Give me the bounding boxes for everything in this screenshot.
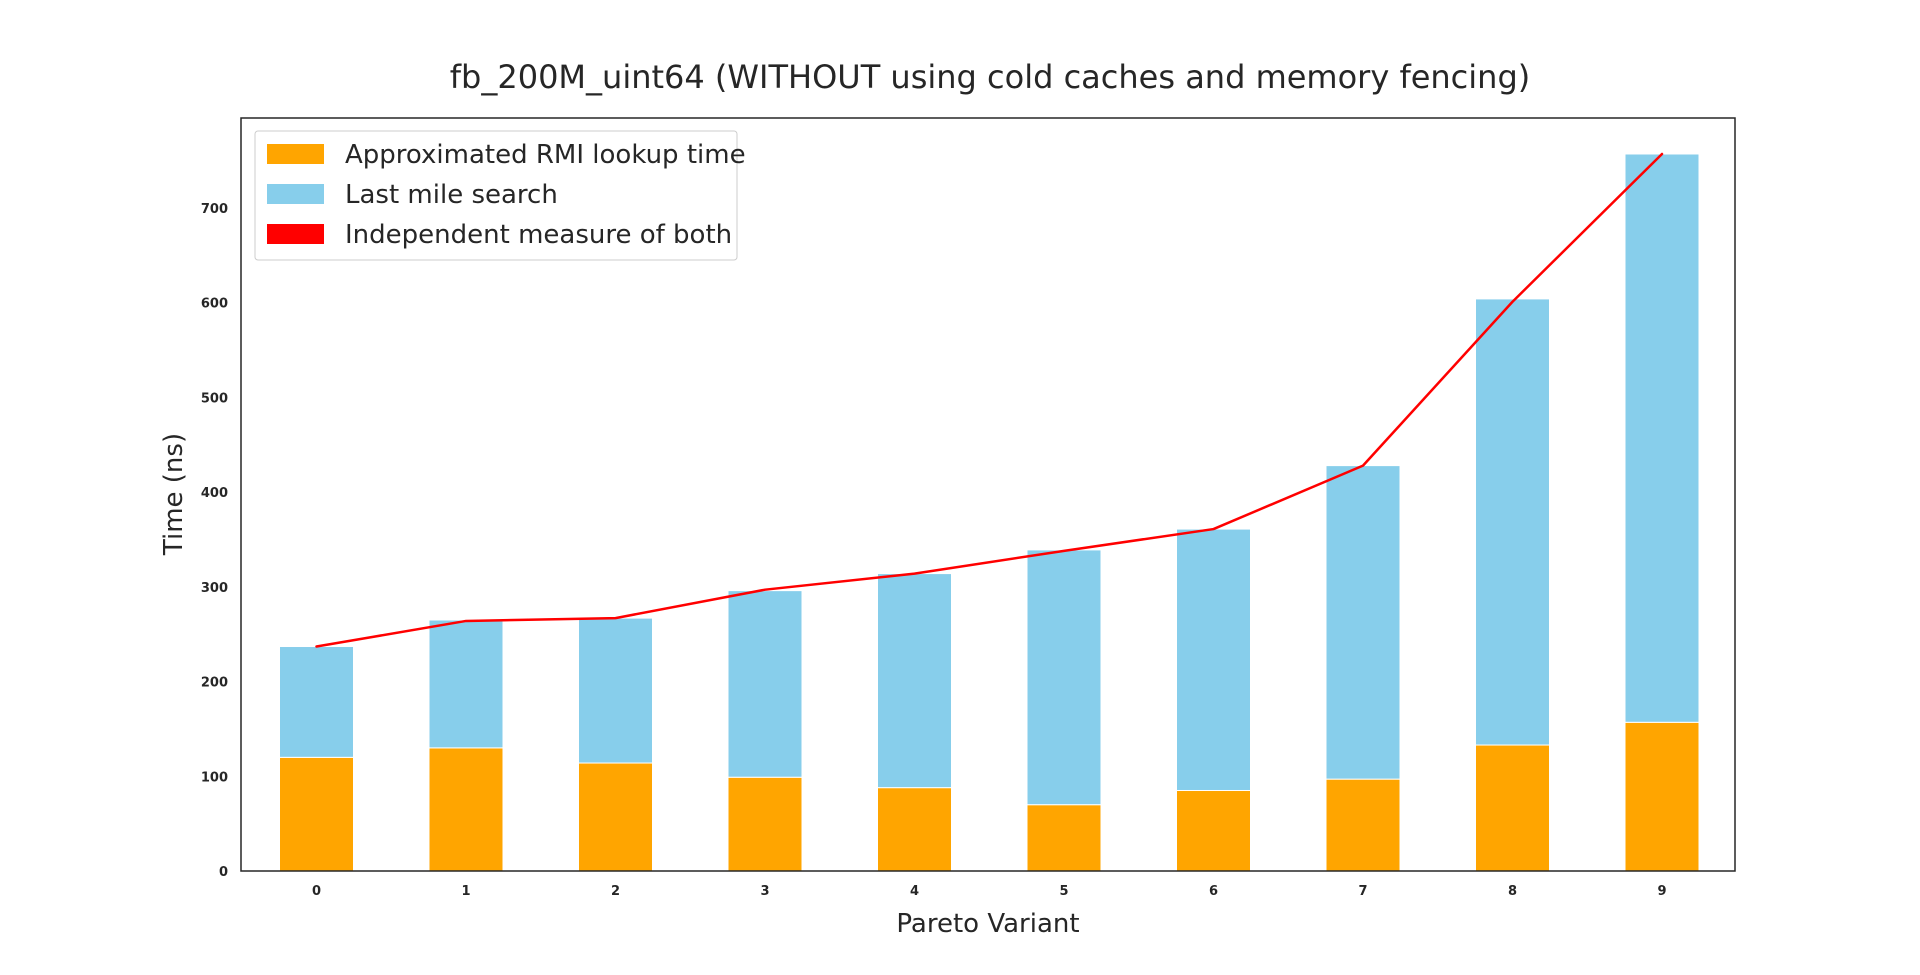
bars-layer: [279, 153, 1700, 872]
legend-label-last-mile: Last mile search: [345, 180, 558, 210]
legend-swatch-last-mile: [267, 184, 324, 204]
x-tick-label-0: 0: [312, 884, 321, 899]
x-tick-label-9: 9: [1657, 884, 1666, 899]
legend: Approximated RMI lookup time Last mile se…: [254, 130, 746, 261]
x-axis-label: Pareto Variant: [896, 909, 1079, 939]
chart-title: fb_200M_uint64 (WITHOUT using cold cache…: [450, 58, 1530, 96]
x-tick-label-4: 4: [910, 884, 919, 899]
y-axis-ticks: 0 100 200 300 400 500 600 700: [201, 202, 228, 880]
y-tick-label-100: 100: [201, 770, 228, 785]
legend-label-rmi-lookup: Approximated RMI lookup time: [345, 140, 746, 170]
y-tick-label-200: 200: [201, 676, 228, 691]
bar-rmi-lookup-5: [1026, 804, 1102, 872]
bar-rmi-lookup-8: [1475, 744, 1550, 872]
bar-last-mile-4: [877, 573, 952, 789]
y-tick-label-400: 400: [201, 486, 228, 501]
y-axis-label: Time (ns): [159, 433, 189, 556]
bar-last-mile-8: [1475, 298, 1550, 746]
bar-last-mile-5: [1026, 549, 1102, 806]
x-tick-label-7: 7: [1358, 884, 1367, 899]
bar-last-mile-9: [1624, 153, 1700, 723]
bar-rmi-lookup-7: [1325, 778, 1401, 872]
x-tick-label-2: 2: [611, 884, 620, 899]
line-layer: [315, 152, 1664, 648]
bar-last-mile-0: [279, 646, 354, 758]
plot-frame: [240, 117, 1736, 872]
legend-swatch-rmi-lookup: [267, 144, 324, 164]
y-tick-label-700: 700: [201, 202, 228, 217]
x-axis-ticks: 0 1 2 3 4 5 6 7 8 9: [312, 884, 1667, 899]
legend-swatch-independent: [267, 224, 324, 244]
x-tick-label-6: 6: [1209, 884, 1218, 899]
bar-rmi-lookup-6: [1176, 789, 1251, 872]
legend-label-independent: Independent measure of both: [345, 220, 732, 250]
bar-rmi-lookup-3: [727, 776, 803, 872]
x-tick-label-1: 1: [461, 884, 470, 899]
bar-rmi-lookup-9: [1624, 721, 1700, 872]
y-tick-label-500: 500: [201, 391, 228, 406]
bar-last-mile-3: [727, 590, 803, 778]
bar-last-mile-6: [1176, 528, 1251, 791]
bar-rmi-lookup-0: [279, 756, 354, 872]
line-independent-measure: [315, 152, 1664, 648]
x-tick-label-3: 3: [760, 884, 769, 899]
bar-rmi-lookup-2: [578, 762, 653, 872]
bar-last-mile-7: [1325, 465, 1401, 780]
y-tick-label-300: 300: [201, 581, 228, 596]
bar-rmi-lookup-4: [877, 787, 952, 872]
x-tick-label-8: 8: [1508, 884, 1517, 899]
legend-frame: [254, 130, 738, 261]
y-tick-label-0: 0: [219, 865, 228, 880]
x-tick-label-5: 5: [1059, 884, 1068, 899]
bar-last-mile-1: [428, 619, 504, 749]
bar-rmi-lookup-1: [428, 747, 504, 872]
bar-last-mile-2: [578, 617, 653, 764]
y-tick-label-600: 600: [201, 297, 228, 312]
